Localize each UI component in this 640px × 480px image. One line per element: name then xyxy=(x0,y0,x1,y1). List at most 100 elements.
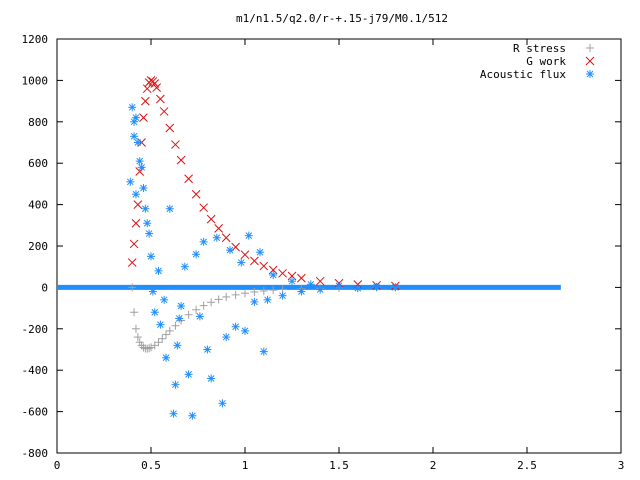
series-2 xyxy=(126,103,400,420)
x-tick-label: 0 xyxy=(54,459,61,472)
data-point xyxy=(131,324,140,333)
y-tick-label: 600 xyxy=(28,157,48,170)
data-point xyxy=(133,200,143,209)
data-point xyxy=(297,273,306,283)
data-point xyxy=(130,308,139,317)
y-tick-label: 1000 xyxy=(22,74,49,87)
data-point xyxy=(142,84,152,94)
data-point xyxy=(269,270,278,279)
data-point xyxy=(171,140,180,149)
data-point xyxy=(177,302,186,311)
data-point xyxy=(184,310,193,319)
data-point xyxy=(241,289,249,298)
data-point xyxy=(222,333,231,342)
data-point xyxy=(214,295,223,304)
y-tick-label: -400 xyxy=(22,364,49,377)
y-tick-label: 200 xyxy=(28,240,48,253)
data-point xyxy=(256,248,265,257)
data-point xyxy=(156,320,165,329)
data-point xyxy=(127,258,137,267)
data-point xyxy=(128,283,137,292)
data-point xyxy=(150,308,159,317)
data-point xyxy=(143,219,152,228)
data-point xyxy=(154,266,163,275)
data-point xyxy=(180,262,189,271)
data-point xyxy=(221,233,231,243)
data-point xyxy=(158,334,167,343)
data-point xyxy=(231,322,240,331)
x-tick-label: 3 xyxy=(618,459,625,472)
data-point xyxy=(137,163,146,172)
data-point xyxy=(218,399,227,408)
data-point xyxy=(207,374,216,383)
legend-marker xyxy=(585,56,595,66)
data-point xyxy=(133,138,142,147)
data-point xyxy=(154,338,163,347)
data-point xyxy=(212,233,221,242)
data-point xyxy=(135,157,144,166)
data-point xyxy=(372,282,381,291)
data-point xyxy=(147,252,155,261)
data-point xyxy=(162,330,171,339)
data-point xyxy=(250,256,259,266)
x-tick-label: 0.5 xyxy=(141,459,161,472)
data-point xyxy=(173,341,182,350)
data-point xyxy=(175,314,184,323)
data-point xyxy=(259,261,269,271)
data-point xyxy=(195,312,204,321)
data-point xyxy=(139,343,148,352)
data-point xyxy=(278,268,287,278)
data-point xyxy=(288,277,296,286)
data-point xyxy=(126,177,135,186)
data-point xyxy=(231,290,240,299)
data-point xyxy=(207,298,216,307)
series-1 xyxy=(127,76,400,291)
series-0 xyxy=(128,283,400,353)
y-tick-label: 0 xyxy=(41,281,48,294)
data-point xyxy=(171,380,180,389)
data-point xyxy=(139,113,148,123)
data-point xyxy=(263,295,272,304)
data-point xyxy=(148,287,157,296)
data-point xyxy=(203,345,212,354)
data-point xyxy=(141,96,150,106)
legend-label: R stress xyxy=(513,42,566,55)
data-point xyxy=(353,284,362,293)
data-point xyxy=(241,326,249,335)
legend-marker xyxy=(586,44,594,52)
data-point xyxy=(199,237,208,246)
data-point xyxy=(165,326,174,335)
data-point xyxy=(169,409,178,418)
data-point xyxy=(199,301,208,310)
data-point xyxy=(214,224,224,233)
data-point xyxy=(222,292,231,301)
data-point xyxy=(176,155,186,165)
data-point xyxy=(191,189,201,199)
data-point xyxy=(192,250,201,259)
y-tick-label: 400 xyxy=(28,199,48,212)
data-point xyxy=(335,281,343,290)
data-point xyxy=(165,123,175,133)
data-point xyxy=(139,184,148,193)
data-point xyxy=(240,250,250,260)
legend-label: Acoustic flux xyxy=(480,68,566,81)
data-point xyxy=(145,344,154,353)
x-tick-label: 2.5 xyxy=(517,459,537,472)
plot-frame xyxy=(56,38,622,454)
data-point xyxy=(162,353,171,362)
data-point xyxy=(206,214,216,224)
data-point xyxy=(147,343,155,352)
data-point xyxy=(225,246,234,255)
y-tick-label: 800 xyxy=(28,116,48,129)
data-point xyxy=(131,190,140,199)
x-tick-label: 1.5 xyxy=(329,459,349,472)
data-point xyxy=(160,295,169,304)
data-point xyxy=(391,283,400,292)
data-point xyxy=(184,174,193,184)
data-point xyxy=(171,321,180,330)
chart-title: m1/n1.5/q2.0/r-+.15-j79/M0.1/512 xyxy=(236,12,448,25)
data-point xyxy=(156,94,165,104)
data-point xyxy=(244,231,253,240)
